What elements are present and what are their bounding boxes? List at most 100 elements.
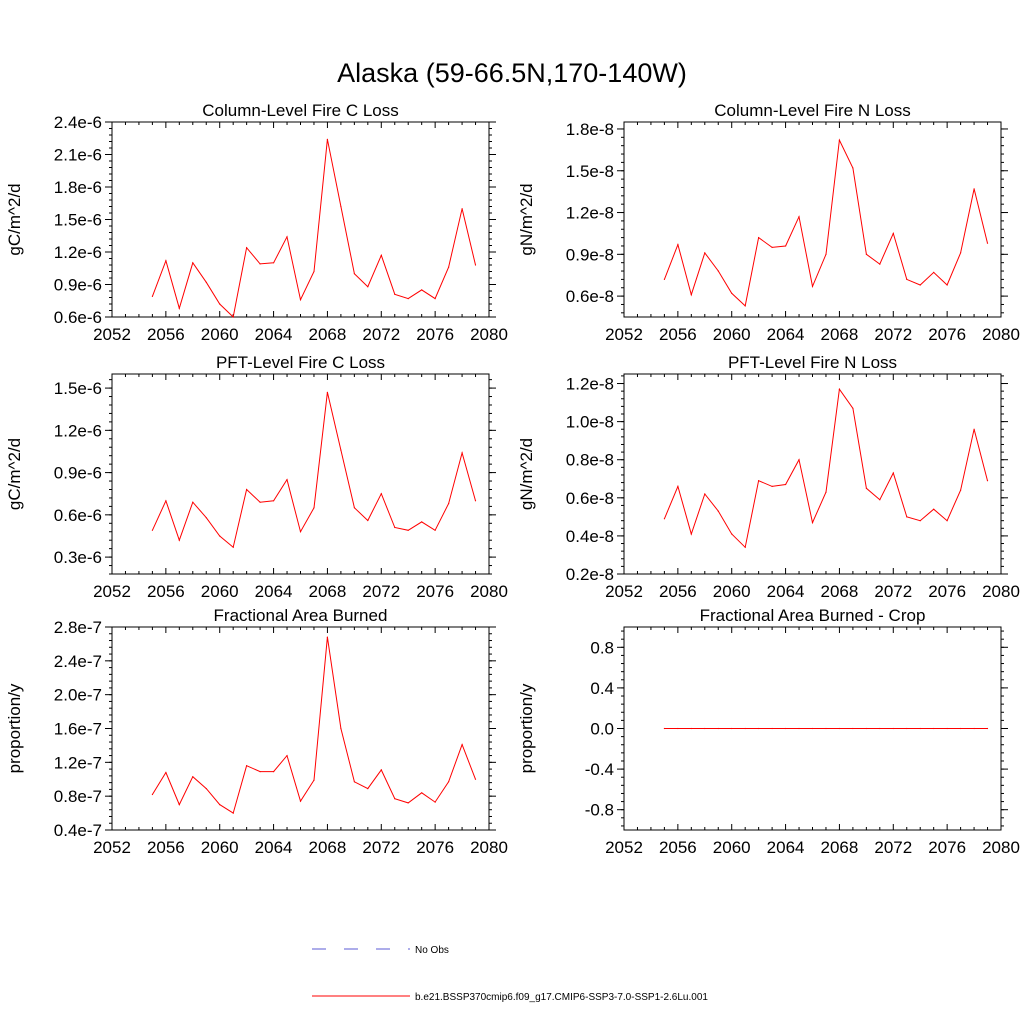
chart-panel-6: Fractional Area Burned - Crop proportion/… — [517, 606, 1020, 857]
data-point — [919, 520, 921, 522]
y-tick-label: 0.6e-6 — [54, 506, 102, 525]
data-point — [811, 522, 814, 524]
data-point — [865, 727, 868, 730]
data-point — [690, 294, 692, 296]
data-point — [434, 529, 436, 531]
data-point — [744, 727, 746, 730]
data-point — [367, 519, 369, 522]
x-tick-label: 2076 — [928, 325, 966, 344]
data-point — [865, 487, 868, 489]
data-point — [273, 262, 275, 264]
data-point — [906, 516, 908, 518]
data-point — [879, 727, 881, 730]
y-tick-label: 2.1e-6 — [54, 146, 102, 165]
data-point — [758, 727, 760, 730]
data-point — [340, 449, 342, 451]
x-tick-label: 2068 — [821, 325, 859, 344]
x-tick-label: 2052 — [93, 325, 131, 344]
x-tick-label: 2076 — [416, 838, 454, 857]
data-point — [286, 479, 288, 481]
data-point — [353, 273, 355, 275]
x-tick-label: 2076 — [928, 838, 966, 857]
data-point — [205, 517, 207, 519]
x-tick-label: 2068 — [309, 582, 347, 601]
data-point — [461, 452, 463, 454]
data-point — [704, 727, 706, 730]
y-tick-label: 0.6e-8 — [566, 489, 614, 508]
data-point — [461, 208, 463, 210]
chart-title: PFT-Level Fire C Loss — [216, 353, 385, 372]
y-axis-label: gC/m^2/d — [5, 438, 24, 510]
data-point — [286, 755, 288, 757]
data-point — [421, 521, 423, 523]
data-point — [919, 284, 921, 286]
data-point — [151, 529, 153, 531]
x-tick-label: 2080 — [982, 582, 1020, 601]
data-point — [448, 266, 450, 268]
data-point — [178, 539, 180, 541]
y-tick-label: 0.4e-7 — [54, 821, 102, 840]
x-tick-label: 2068 — [309, 838, 347, 857]
series-line — [663, 138, 988, 307]
data-point — [731, 533, 733, 535]
y-tick-label: 0.8 — [590, 638, 614, 657]
x-tick-label: 2052 — [605, 838, 643, 857]
data-point — [178, 307, 180, 309]
data-point — [340, 727, 342, 730]
data-point — [798, 216, 800, 218]
x-tick-label: 2064 — [255, 582, 293, 601]
y-tick-label: 1.5e-6 — [54, 211, 102, 230]
x-tick-label: 2056 — [659, 582, 697, 601]
chart-panel-5: Fractional Area Burned proportion/y 2052 20… — [5, 606, 508, 857]
y-tick-label: 1.8e-8 — [566, 120, 614, 139]
data-point — [852, 727, 854, 730]
data-point — [380, 769, 382, 771]
data-point — [151, 295, 153, 297]
data-point — [421, 289, 423, 291]
y-tick-label: 1.5e-6 — [54, 379, 102, 398]
data-point — [407, 529, 409, 531]
data-point — [946, 727, 948, 730]
data-point — [892, 232, 894, 234]
data-point — [394, 293, 396, 295]
data-point — [421, 792, 423, 794]
chart-panel-3: PFT-Level Fire C Loss gC/m^2/d 2052 2056 206… — [5, 353, 508, 601]
data-point — [771, 727, 773, 730]
x-tick-label: 2072 — [874, 582, 912, 601]
data-point — [690, 533, 692, 535]
data-point — [663, 278, 666, 280]
data-point — [474, 778, 477, 780]
y-tick-label: 1.2e-8 — [566, 375, 614, 394]
data-point — [798, 727, 800, 730]
x-tick-label: 2076 — [416, 582, 454, 601]
data-point — [906, 727, 908, 730]
data-point — [663, 727, 666, 730]
data-point — [825, 491, 827, 493]
data-point — [785, 483, 787, 486]
data-point — [704, 252, 706, 254]
data-point — [744, 546, 746, 548]
data-point — [367, 286, 369, 288]
data-point — [434, 801, 436, 803]
chart-title: Fractional Area Burned - Crop — [700, 606, 926, 625]
y-tick-label: 0.4 — [590, 679, 614, 698]
data-point — [448, 503, 450, 505]
data-point — [246, 488, 248, 491]
data-point — [919, 727, 921, 730]
x-tick-label: 2080 — [982, 325, 1020, 344]
x-tick-label: 2072 — [362, 325, 400, 344]
data-point — [165, 771, 167, 774]
y-tick-label: 2.4e-7 — [54, 652, 102, 671]
data-point — [326, 636, 328, 638]
y-axis-label: proportion/y — [517, 683, 536, 773]
data-point — [771, 485, 773, 487]
data-point — [717, 270, 719, 272]
y-tick-label: 1.2e-6 — [54, 421, 102, 440]
data-point — [960, 727, 962, 730]
data-point — [892, 727, 894, 730]
data-point — [744, 305, 746, 307]
data-point — [434, 298, 436, 300]
x-tick-label: 2064 — [767, 582, 805, 601]
y-axis-label: gC/m^2/d — [5, 183, 24, 255]
